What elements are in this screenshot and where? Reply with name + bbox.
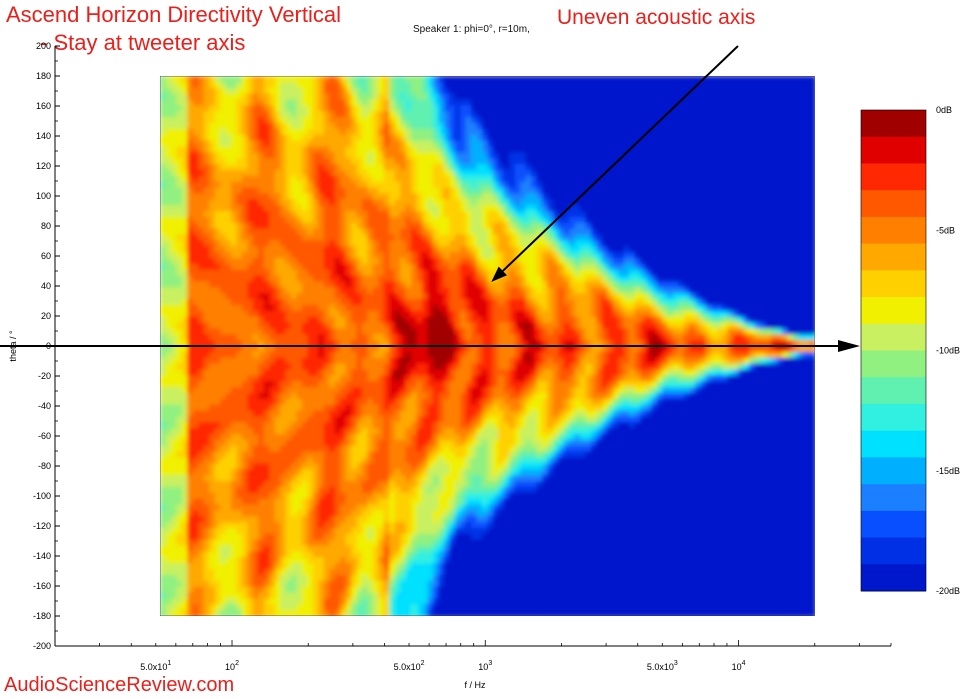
colorbar-label: -10dB: [936, 346, 960, 356]
y-tick-label: 40: [41, 281, 51, 291]
heatmap-cells: [160, 76, 815, 616]
y-tick-label: 120: [36, 161, 51, 171]
y-tick-label: 100: [36, 191, 51, 201]
colorbar-step: [861, 216, 926, 245]
colorbar-frame: [860, 109, 927, 592]
colorbar-step: [861, 297, 926, 325]
chart-subtitle: Speaker 1: phi=0°, r=10m,: [413, 24, 530, 35]
y-tick-label: -120: [33, 521, 51, 531]
chart-title-line1: Ascend Horizon Directivity Vertical: [6, 2, 342, 27]
y-tick-label: 80: [41, 221, 51, 231]
chart-title-line2: - Stay at tweeter axis: [40, 30, 246, 55]
y-tick-label: -180: [33, 611, 51, 621]
y-tick-label: 60: [41, 251, 51, 261]
y-tick-label: -100: [33, 491, 51, 501]
colorbar-step: [861, 136, 926, 164]
y-tick-label: 180: [36, 71, 51, 81]
colorbar-label: -20dB: [936, 586, 960, 596]
colorbar-step: [861, 403, 926, 432]
y-tick-label: -40: [38, 401, 51, 411]
annotation-label: Uneven acoustic axis: [557, 6, 756, 29]
x-tick-label: 5.0x103: [647, 660, 678, 672]
x-tick-label: 104: [732, 660, 746, 672]
y-tick-label: 140: [36, 131, 51, 141]
colorbar: 0dB -5dB -10dB -15dB -20dB: [860, 105, 960, 596]
colorbar-step: [861, 430, 926, 458]
colorbar-step: [861, 457, 926, 485]
colorbar-step: [861, 323, 926, 351]
colorbar-step: [861, 350, 926, 378]
colorbar-step: [861, 110, 926, 138]
y-tick-label: 200: [36, 41, 51, 51]
annotation-arrowhead: [491, 266, 507, 282]
colorbar-step: [861, 564, 926, 592]
colorbar-label: -15dB: [936, 466, 960, 476]
y-tick-label: -160: [33, 581, 51, 591]
arrows: [0, 45, 860, 352]
colorbar-label: -5dB: [936, 225, 955, 235]
y-tick-label: 160: [36, 101, 51, 111]
colorbar-step: [861, 510, 926, 539]
colorbar-step: [861, 270, 926, 298]
y-tick-label: -60: [38, 431, 51, 441]
colorbar-step: [861, 163, 926, 191]
colorbar-step: [861, 190, 926, 218]
y-tick-label: 20: [41, 311, 51, 321]
colorbar-step: [861, 537, 926, 565]
reference-axis-arrowhead: [838, 340, 860, 352]
colorbar-step: [861, 243, 926, 271]
annotation-arrow-line: [502, 45, 739, 272]
colorbar-step: [861, 377, 926, 405]
x-axis-label: f / Hz: [464, 680, 486, 690]
watermark-text: AudioScienceReview.com: [4, 674, 235, 696]
heatmap-area: [160, 76, 815, 616]
x-tick-label: 5.0x101: [140, 660, 171, 672]
y-tick-label: -80: [38, 461, 51, 471]
y-tick-label: -140: [33, 551, 51, 561]
x-tick-label: 103: [478, 660, 492, 672]
x-tick-label: 102: [225, 660, 239, 672]
y-tick-label: -200: [33, 641, 51, 651]
colorbar-label: 0dB: [936, 105, 952, 115]
colorbar-step: [861, 484, 926, 512]
y-tick-label: -20: [38, 371, 51, 381]
x-tick-label: 5.0x102: [394, 660, 425, 672]
